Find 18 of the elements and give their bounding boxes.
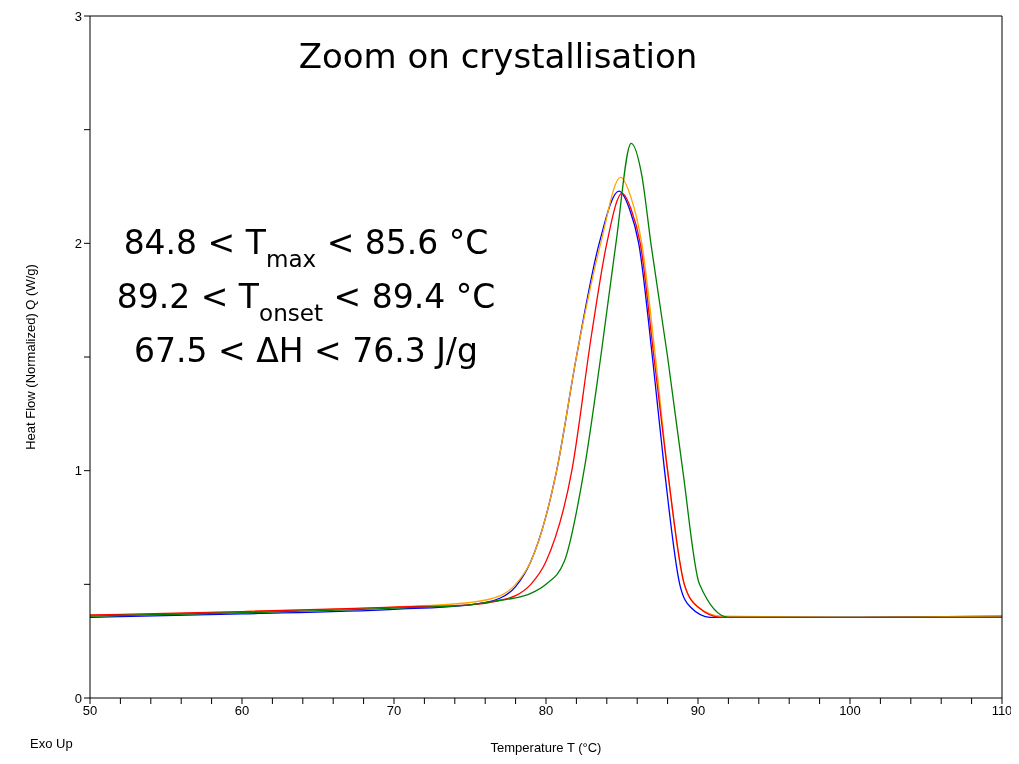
text: Exo Up — [30, 736, 73, 751]
x-tick-label: 90 — [690, 703, 706, 719]
annotation: 89.2 < T$_{onset}$ < 89.4 °C — [116, 277, 496, 326]
x-tick-label: 80 — [538, 703, 554, 719]
x-tick-label: 60 — [234, 703, 250, 719]
x-axis-title: Temperature T (°C) — [490, 740, 602, 755]
annotation: 84.8 < T$_{max}$ < 85.6 °C — [123, 223, 489, 272]
annotation: 67.5 < ΔH < 76.3 J/g — [134, 331, 478, 370]
x-tick-label: 110 — [991, 703, 1013, 719]
y-tick-label: 2 — [74, 235, 82, 251]
y-tick-label: 0 — [74, 690, 82, 706]
y-axis-title: Heat Flow (Normalized) Q (W/g) — [22, 264, 38, 450]
x-tick-label: 50 — [82, 703, 98, 719]
x-tick-label: 100 — [839, 703, 861, 719]
y-tick-label: 3 — [74, 8, 82, 24]
y-tick-label: 1 — [74, 463, 82, 479]
x-tick-label: 70 — [386, 703, 402, 719]
text: Zoom on crystallisation — [298, 36, 698, 76]
